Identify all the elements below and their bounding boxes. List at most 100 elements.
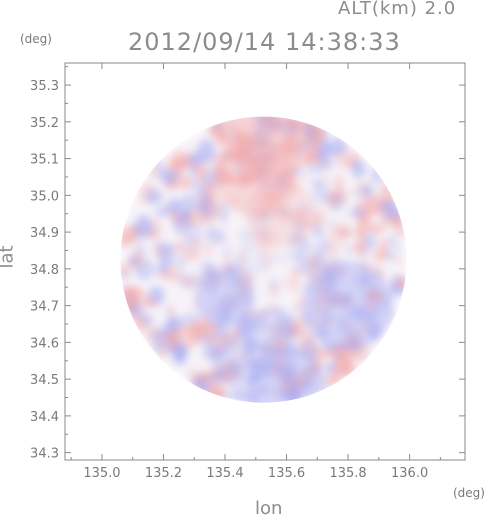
echo-region [303, 260, 394, 351]
speckle-cell [197, 370, 218, 383]
speckle-cell [237, 229, 256, 244]
y-tick-label: 35.3 [30, 79, 59, 94]
x-tick-label: 135.8 [329, 466, 366, 481]
y-tick-label: 35.0 [30, 189, 59, 204]
y-axis-unit: (deg) [20, 32, 52, 46]
speckle-cell [203, 260, 217, 274]
echo-region [245, 178, 316, 249]
speckle-cell [179, 326, 188, 334]
speckle-cell [321, 174, 328, 181]
altitude-label: ALT(km) 2.0 [338, 0, 457, 19]
speckle-cell [136, 264, 143, 271]
speckle-cell [204, 226, 218, 241]
y-tick-label: 34.7 [30, 300, 59, 315]
speckle-cell [222, 246, 233, 259]
speckle-cell [170, 198, 181, 212]
speckle-cell [329, 224, 338, 233]
speckle-cell [184, 342, 191, 348]
speckle-cell [344, 244, 354, 255]
speckle-cell [280, 277, 294, 289]
speckle-cell [170, 161, 180, 171]
x-tick-label: 135.0 [83, 466, 120, 481]
speckle-cell [328, 193, 345, 213]
x-tick-label: 135.6 [268, 466, 305, 481]
speckle-cell [154, 266, 166, 274]
speckle-cell [148, 166, 157, 177]
speckle-cell [353, 151, 360, 159]
speckle-cell [369, 223, 386, 234]
x-axis-unit: (deg) [453, 486, 485, 500]
speckle-cell [315, 152, 325, 162]
speckle-cell [120, 272, 129, 279]
speckle-cell [340, 220, 349, 229]
y-tick-label: 34.3 [30, 447, 59, 462]
speckle-cell [325, 247, 339, 257]
speckle-cell [165, 266, 180, 282]
speckle-cell [356, 237, 365, 249]
speckle-cell [190, 237, 205, 247]
speckle-cell [311, 223, 325, 239]
speckle-cell [205, 193, 225, 217]
speckle-cell [130, 306, 138, 312]
speckle-cell [143, 333, 151, 341]
speckle-cell [378, 239, 390, 254]
reflectivity-heatmap [120, 116, 407, 403]
speckle-cell [336, 227, 353, 239]
x-axis-title: lon [255, 498, 283, 519]
speckle-cell [140, 295, 157, 308]
speckle-cell [239, 242, 258, 255]
speckle-cell [312, 179, 330, 192]
speckle-cell [259, 246, 276, 269]
speckle-cell [300, 257, 318, 276]
speckle-cell [166, 310, 174, 317]
y-tick-label: 34.9 [30, 226, 59, 241]
speckle-cell [389, 205, 403, 221]
speckle-cell [133, 216, 154, 239]
speckle-cell [164, 172, 176, 187]
speckle-cell [300, 241, 314, 250]
speckle-cell [355, 227, 365, 238]
y-tick-label: 34.5 [30, 373, 59, 388]
speckle-cell [394, 223, 407, 238]
speckle-cell [394, 255, 403, 264]
speckle-cell [154, 241, 174, 254]
speckle-cell [292, 267, 302, 279]
speckle-cell [372, 251, 388, 261]
speckle-cell [168, 210, 182, 222]
speckle-cell [267, 284, 281, 298]
speckle-cell [311, 189, 331, 204]
speckle-cell [384, 218, 397, 227]
speckle-cell [123, 293, 131, 300]
speckle-cell [388, 236, 396, 244]
speckle-cell [231, 388, 249, 403]
speckle-cell [133, 243, 147, 254]
speckle-cell [178, 244, 186, 253]
y-tick-label: 35.1 [30, 153, 59, 168]
y-tick-label: 34.4 [30, 410, 59, 425]
y-tick-label: 34.6 [30, 336, 59, 351]
speckle-cell [154, 207, 170, 218]
speckle-cell [312, 247, 326, 265]
observation-timestamp: 2012/09/14 14:38:33 [128, 28, 401, 56]
speckle-cell [137, 322, 145, 332]
speckle-cell [128, 255, 138, 266]
speckle-cell [178, 213, 188, 222]
speckle-cell [293, 303, 304, 311]
x-tick-label: 135.2 [145, 466, 182, 481]
speckle-cell [120, 224, 135, 246]
speckle-cell [163, 340, 174, 353]
speckle-cell [187, 367, 196, 376]
y-tick-label: 35.2 [30, 116, 59, 131]
speckle-cell [180, 277, 194, 286]
speckle-cell [360, 183, 375, 198]
speckle-cell [157, 250, 175, 269]
speckle-cell [380, 180, 399, 204]
speckle-cell [184, 235, 191, 241]
speckle-cell [154, 160, 162, 168]
speckle-cell [322, 145, 332, 152]
echo-region [247, 307, 296, 356]
speckle-cell [189, 167, 197, 177]
x-tick-label: 135.4 [206, 466, 243, 481]
x-tick-label: 136.0 [391, 466, 428, 481]
